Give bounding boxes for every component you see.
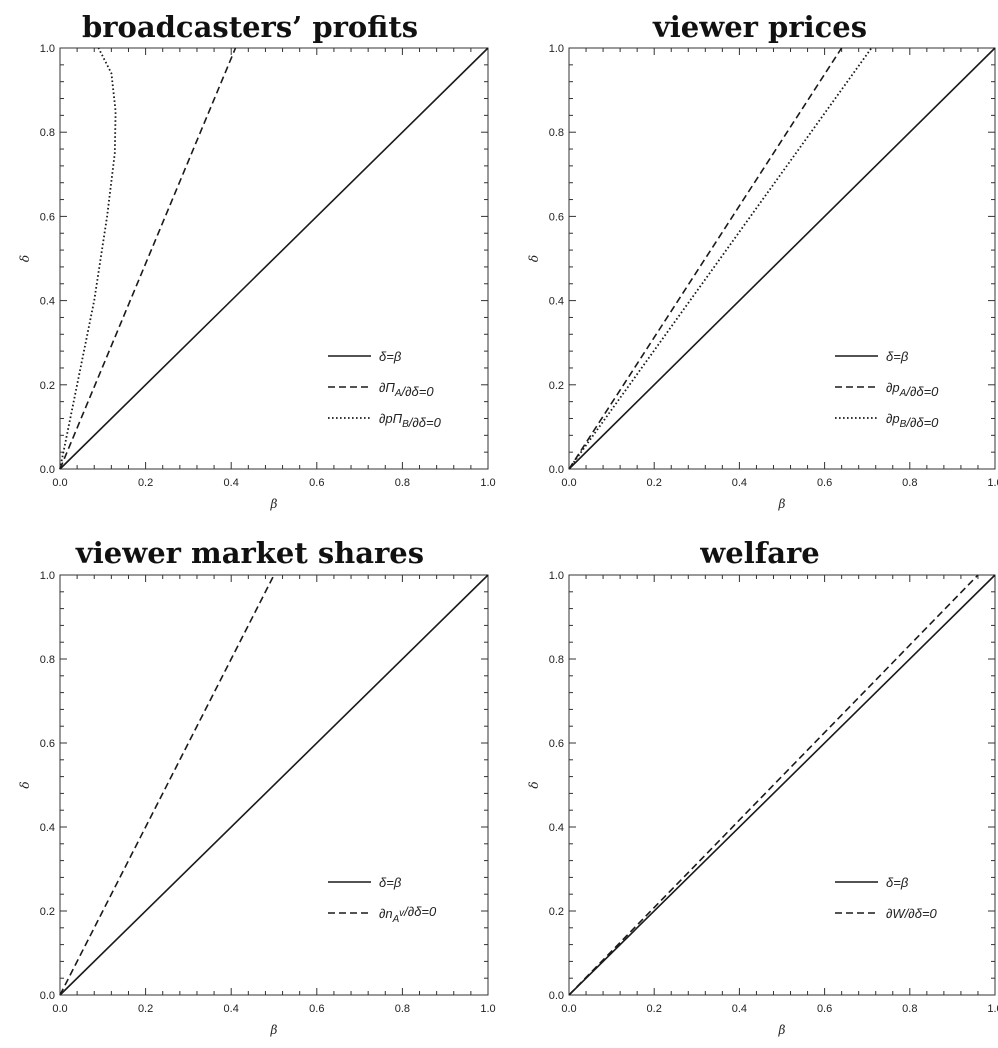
y-tick-label: 0.4 <box>549 296 564 308</box>
x-tick-label: 0.6 <box>817 1003 832 1015</box>
plot-frame <box>59 47 489 470</box>
y-tick-label: 0.4 <box>40 296 55 308</box>
x-tick-label: 0.6 <box>309 1003 324 1015</box>
series-line-2 <box>59 574 275 996</box>
legend-label: δ=β <box>379 875 402 890</box>
chart-panel-2: viewer prices 0.0 0.2 0.4 0.6 0.8 1.0 0.0 0.2 0.4… <box>527 10 998 511</box>
x-tick-label: 0.4 <box>224 1003 239 1015</box>
x-tick-label: 0.0 <box>52 1003 67 1015</box>
y-tick-label: 0.6 <box>40 211 55 223</box>
legend-label: ∂W/∂δ=0 <box>886 906 938 921</box>
chart-title: viewer market shares <box>75 536 424 570</box>
x-tick-label: 0.8 <box>395 477 410 489</box>
x-tick-label: 0.0 <box>561 1003 576 1015</box>
legend-label: ∂ΠA/∂δ=0 <box>379 380 434 399</box>
series-line-1 <box>59 574 489 996</box>
y-tick-label: 0.0 <box>549 464 564 476</box>
series-line-2 <box>568 574 979 996</box>
y-tick-label: 0.8 <box>40 654 55 666</box>
x-axis-label: β <box>778 497 786 511</box>
y-tick-label: 0.8 <box>40 127 55 139</box>
y-tick-label: 1.0 <box>549 43 564 55</box>
legend-label: ∂pB/∂δ=0 <box>886 411 939 430</box>
y-tick-label: 0.2 <box>40 906 55 918</box>
plot-frame <box>568 47 996 470</box>
chart-title: welfare <box>699 536 819 570</box>
series-line-1 <box>568 574 996 996</box>
legend-label: ∂pA/∂δ=0 <box>886 380 939 399</box>
x-tick-label: 0.2 <box>138 477 153 489</box>
y-tick-label: 1.0 <box>40 570 55 582</box>
legend-label: ∂nAv/∂δ=0 <box>379 904 437 925</box>
y-tick-label: 1.0 <box>549 570 564 582</box>
y-tick-label: 0.2 <box>40 380 55 392</box>
chart-title: viewer prices <box>652 10 867 44</box>
chart-panel-1: broadcasters’ profits 0.0 0.2 0.4 0.6 0.8 1.0 0… <box>18 10 496 511</box>
x-tick-label: 0.4 <box>224 477 239 489</box>
x-tick-label: 1.0 <box>480 1003 495 1015</box>
x-tick-label: 0.0 <box>52 477 67 489</box>
chart-panel-3: viewer market shares 0.0 0.2 0.4 0.6 0.8 1.0 0.… <box>18 536 496 1037</box>
y-tick-label: 0.2 <box>549 380 564 392</box>
series-line-3 <box>568 47 873 470</box>
y-axis-label: δ <box>527 781 541 788</box>
x-tick-label: 0.2 <box>647 477 662 489</box>
x-tick-label: 0.2 <box>647 1003 662 1015</box>
x-axis-label: β <box>778 1023 786 1037</box>
series-line-2 <box>568 47 843 470</box>
y-tick-label: 0.6 <box>549 211 564 223</box>
x-tick-label: 0.4 <box>732 1003 747 1015</box>
y-axis-label: δ <box>18 781 32 788</box>
y-tick-label: 0.6 <box>40 738 55 750</box>
y-tick-label: 1.0 <box>40 43 55 55</box>
y-axis-label: δ <box>527 255 541 262</box>
plot-frame <box>568 574 996 996</box>
chart-title: broadcasters’ profits <box>82 10 418 44</box>
x-tick-label: 0.4 <box>732 477 747 489</box>
legend-label: δ=β <box>886 349 909 364</box>
x-tick-label: 0.8 <box>902 1003 917 1015</box>
y-axis-label: δ <box>18 255 32 262</box>
x-tick-label: 0.6 <box>309 477 324 489</box>
series-line-1 <box>568 47 996 470</box>
x-axis-label: β <box>270 1023 278 1037</box>
legend-label: δ=β <box>379 349 402 364</box>
y-tick-label: 0.2 <box>549 906 564 918</box>
chart-panel-4: welfare 0.0 0.2 0.4 0.6 0.8 1.0 0.0 0.2 0.4 0.6 0.8… <box>527 536 998 1037</box>
x-tick-label: 0.8 <box>902 477 917 489</box>
y-tick-label: 0.0 <box>40 990 55 1002</box>
x-tick-label: 0.0 <box>561 477 576 489</box>
y-tick-label: 0.0 <box>40 464 55 476</box>
y-tick-label: 0.6 <box>549 738 564 750</box>
x-tick-label: 1.0 <box>480 477 495 489</box>
legend-label: δ=β <box>886 875 909 890</box>
y-tick-label: 0.4 <box>40 822 55 834</box>
series-line-2 <box>59 47 237 470</box>
y-tick-label: 0.0 <box>549 990 564 1002</box>
y-tick-label: 0.4 <box>549 822 564 834</box>
y-tick-label: 0.8 <box>549 127 564 139</box>
x-tick-label: 1.0 <box>987 477 998 489</box>
x-tick-label: 0.8 <box>395 1003 410 1015</box>
plot-frame <box>59 574 489 996</box>
x-axis-label: β <box>270 497 278 511</box>
x-tick-label: 1.0 <box>987 1003 998 1015</box>
series-line-3 <box>59 47 117 470</box>
x-tick-label: 0.6 <box>817 477 832 489</box>
legend-label: ∂pΠB/∂δ=0 <box>379 411 442 430</box>
x-tick-label: 0.2 <box>138 1003 153 1015</box>
series-line-1 <box>59 47 489 470</box>
y-tick-label: 0.8 <box>549 654 564 666</box>
